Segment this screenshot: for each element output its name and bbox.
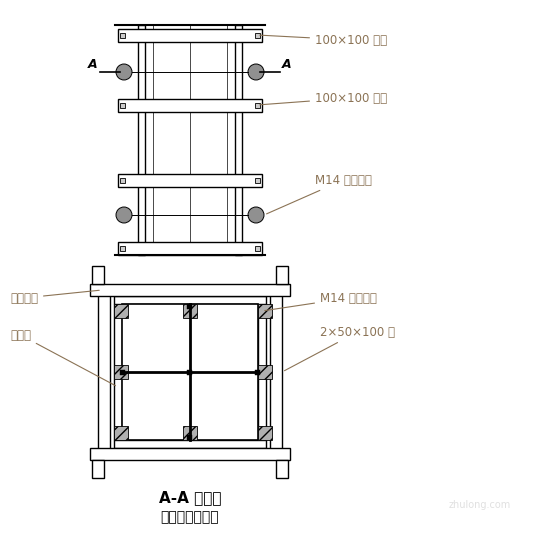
Bar bbox=[188, 370, 193, 375]
Text: A: A bbox=[88, 58, 98, 71]
Bar bbox=[270, 292, 282, 452]
Text: zhulong.com: zhulong.com bbox=[449, 500, 511, 510]
Bar bbox=[183, 304, 197, 318]
Bar bbox=[188, 435, 193, 440]
Bar bbox=[258, 304, 272, 318]
Bar bbox=[183, 426, 197, 440]
Bar bbox=[188, 304, 193, 309]
Bar bbox=[276, 266, 288, 284]
Bar bbox=[114, 296, 266, 304]
Bar bbox=[114, 304, 122, 440]
Bar bbox=[120, 245, 125, 250]
Text: 柱模安装示意图: 柱模安装示意图 bbox=[161, 510, 219, 524]
Bar bbox=[114, 440, 266, 448]
Circle shape bbox=[116, 207, 132, 223]
Bar bbox=[255, 178, 260, 183]
Bar bbox=[255, 102, 260, 108]
Circle shape bbox=[248, 64, 264, 80]
Bar bbox=[255, 245, 260, 250]
Bar bbox=[114, 304, 128, 318]
Bar bbox=[120, 178, 125, 183]
Bar bbox=[114, 365, 128, 379]
Bar bbox=[90, 284, 290, 296]
Bar bbox=[118, 29, 262, 41]
Bar bbox=[92, 460, 104, 478]
Text: M14 对拉联紧: M14 对拉联紧 bbox=[266, 174, 372, 214]
Bar bbox=[118, 174, 262, 186]
Bar bbox=[255, 32, 260, 38]
Bar bbox=[118, 241, 262, 254]
Text: A: A bbox=[282, 58, 292, 71]
Text: 限位螺橓: 限位螺橓 bbox=[10, 290, 99, 305]
Text: 100×100 万木: 100×100 万木 bbox=[260, 34, 387, 46]
Text: 胶合板: 胶合板 bbox=[10, 329, 115, 386]
Bar bbox=[92, 266, 104, 284]
Bar bbox=[258, 304, 266, 440]
Bar bbox=[120, 32, 125, 38]
Bar bbox=[255, 370, 260, 375]
Bar bbox=[258, 426, 272, 440]
Bar bbox=[118, 99, 262, 111]
Text: 100×100 万木: 100×100 万木 bbox=[260, 91, 387, 105]
Bar bbox=[120, 102, 125, 108]
Bar bbox=[258, 365, 272, 379]
Text: M14 对拉螺橓: M14 对拉螺橓 bbox=[265, 292, 377, 311]
Text: A-A 劑面图: A-A 劑面图 bbox=[159, 491, 221, 506]
Text: 2×50×100 方: 2×50×100 方 bbox=[284, 325, 395, 371]
Bar bbox=[122, 304, 258, 440]
Circle shape bbox=[116, 64, 132, 80]
Circle shape bbox=[248, 207, 264, 223]
Bar bbox=[276, 460, 288, 478]
Bar bbox=[114, 426, 128, 440]
Bar bbox=[120, 370, 125, 375]
Bar bbox=[90, 448, 290, 460]
Bar bbox=[138, 25, 145, 255]
Bar bbox=[235, 25, 242, 255]
Bar bbox=[98, 292, 110, 452]
